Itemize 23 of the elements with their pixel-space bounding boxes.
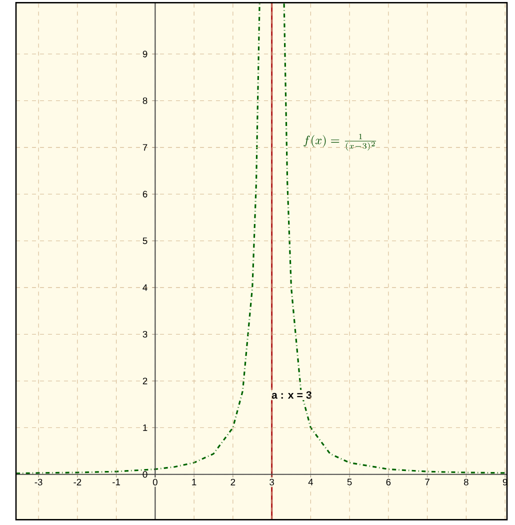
x-tick-label: 3	[270, 478, 274, 486]
y-tick-label: 5	[142, 238, 148, 244]
x-tick-label: 5	[347, 478, 352, 486]
x-tick-label: 8	[464, 478, 468, 486]
x-tick-label: -1	[112, 478, 120, 486]
x-tick-label: -2	[74, 478, 82, 486]
y-tick-label: 9	[142, 50, 148, 58]
x-tick-label: 1	[192, 478, 196, 486]
y-tick-label: 4	[142, 284, 148, 291]
y-tick-label: 6	[142, 190, 148, 198]
y-tick-label: 7	[142, 144, 148, 151]
x-tick-label: -3	[34, 478, 42, 486]
x-tick-label: 0	[152, 478, 158, 486]
annotation: $f(x) = \frac{1}{(x - 3)^{2}}$	[304, 134, 376, 150]
x-tick-label: 6	[386, 478, 391, 486]
y-tick-label: 8	[142, 97, 148, 104]
y-tick-label: 3	[142, 330, 148, 338]
x-tick-label: 7	[425, 478, 430, 486]
x-tick-label: 2	[230, 478, 236, 486]
ref-line-label: a : x = 3	[272, 391, 312, 399]
y-tick-label: 1	[143, 424, 148, 431]
x-tick-label: 4	[308, 478, 313, 486]
y-tick-label: 2	[142, 378, 148, 384]
